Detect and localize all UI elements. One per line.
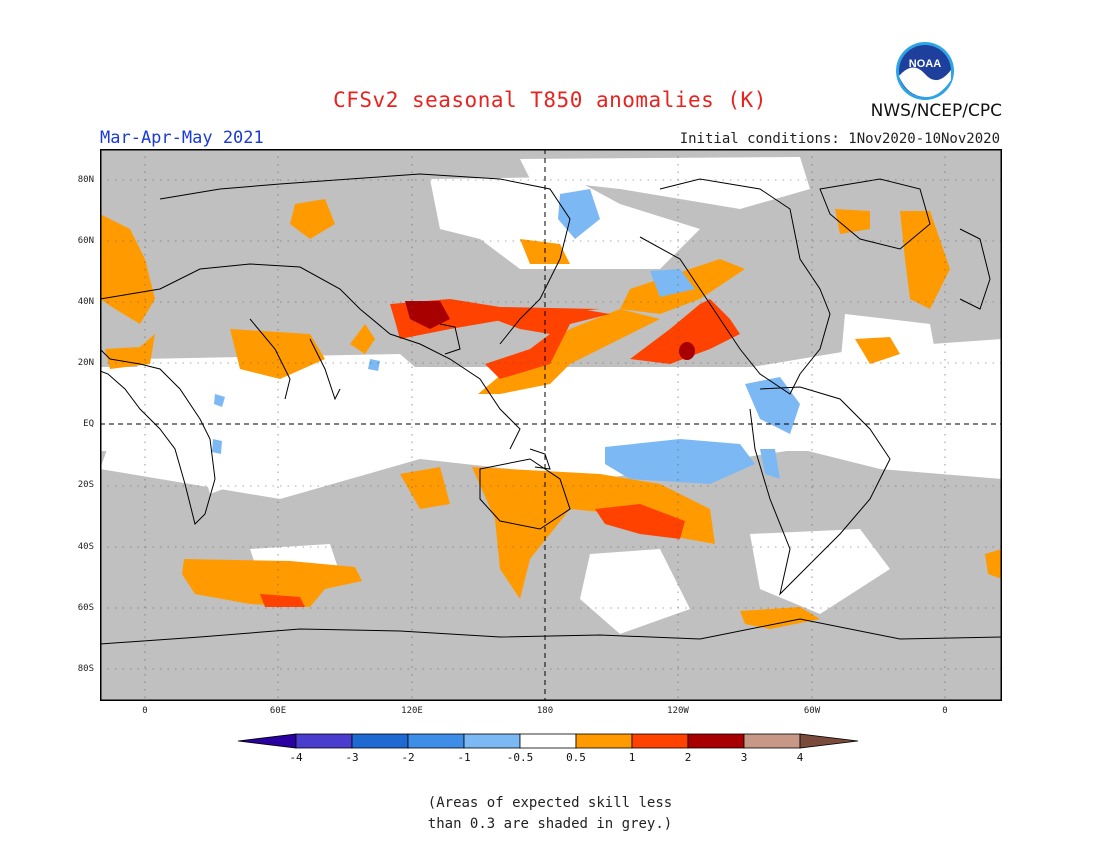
negative-anomaly-0-5-to-1 [212,189,800,484]
lon-label: 0 [142,706,148,716]
skill-note-line: (Areas of expected skill less [427,795,673,811]
colorbar-cell [687,733,745,749]
colorbar-cell [575,733,633,749]
colorbar-cell [407,733,465,749]
colorbar-tick-label: 3 [740,751,748,764]
equator-dateline [100,149,1002,701]
colorbar-tick-label: -3 [345,751,359,764]
colorbar-tick-label: 1 [628,751,636,764]
lat-label: 40N [77,297,94,307]
lat-label: 60S [77,603,94,613]
lat-label: 20S [77,480,94,490]
agency-label: NWS/NCEP/CPC [870,101,1002,121]
skill-note: (Areas of expected skill less than 0.3 a… [0,793,1100,835]
colorbar-arrow-high [799,733,859,749]
colorbar-tick-label: -2 [401,751,415,764]
anomaly-map [100,149,1002,701]
map-title: CFSv2 seasonal T850 anomalies (K) [333,88,767,112]
colorbar-tick-label: -0.5 [506,751,534,764]
positive-anomaly-2-to-3 [405,301,695,360]
colorbar-cell [463,733,521,749]
colorbar-tick-label: 4 [796,751,804,764]
lon-label: 120W [667,706,689,716]
noaa-logo: NOAA [893,40,957,106]
lon-label: 180 [536,706,554,716]
colorbar-arrow-low [238,733,297,749]
lat-label: 80S [77,664,94,674]
lon-label: 0 [942,706,948,716]
graticule [100,149,1002,701]
initial-conditions-label: Initial conditions: 1Nov2020-10Nov2020 [679,131,1000,147]
lat-label: 80N [77,175,94,185]
colorbar-tick-label: 2 [684,751,692,764]
lat-label: 20N [77,358,94,368]
colorbar-cell [631,733,689,749]
colorbar [238,733,859,749]
map-frame [100,149,1002,701]
colorbar-cell [351,733,409,749]
lon-label: 60E [269,706,287,716]
colorbar-cell [743,733,801,749]
lat-label: EQ [83,419,94,429]
colorbar-tick-label: -4 [289,751,303,764]
season-label: Mar-Apr-May 2021 [100,128,264,148]
colorbar-cells [295,733,801,749]
skill-note-line: than 0.3 are shaded in grey.) [427,816,673,832]
lon-label: 60W [803,706,821,716]
colorbar-cell [295,733,353,749]
colorbar-tick-label: 0.5 [566,751,586,764]
coastlines [100,173,1002,645]
logo-text: NOAA [909,58,941,70]
lon-label: 120E [401,706,423,716]
lat-label: 60N [77,236,94,246]
lat-label: 40S [77,542,94,552]
colorbar-tick-label: -1 [457,751,471,764]
colorbar-cell [519,733,577,749]
positive-anomaly-1-to-2 [260,299,740,607]
